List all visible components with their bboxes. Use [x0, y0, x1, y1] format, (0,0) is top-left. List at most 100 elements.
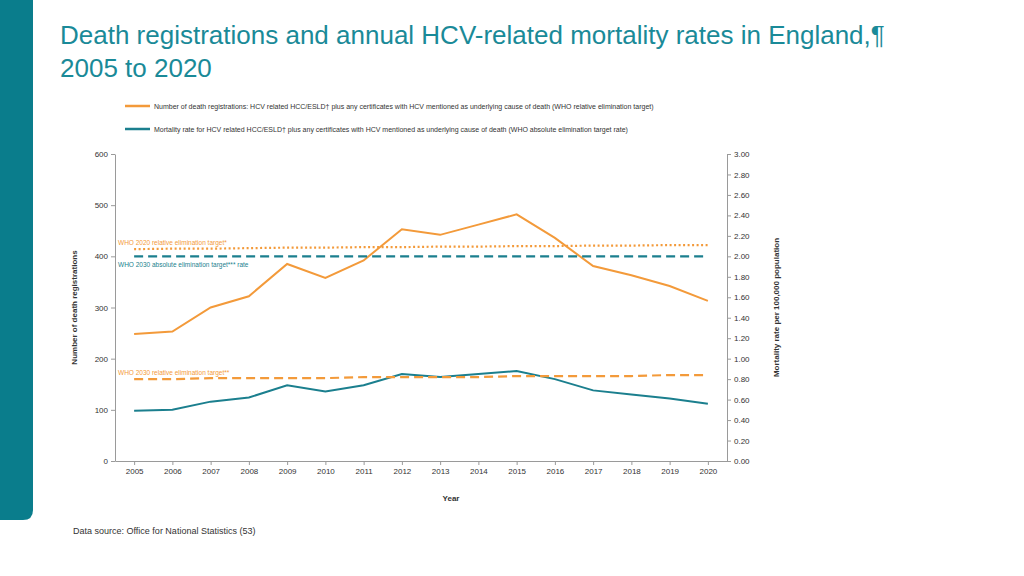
tick-label: 2.00 — [734, 252, 750, 261]
tick-mark — [727, 461, 731, 462]
tick: 0.40 — [727, 416, 750, 425]
tick-label: 2009 — [279, 467, 297, 476]
tick-mark — [593, 461, 594, 465]
target-label: WHO 2030 absolute elimination target*** … — [118, 261, 249, 269]
tick-label: 0.80 — [734, 375, 750, 384]
tick: 100 — [95, 406, 115, 415]
tick: 0.80 — [727, 375, 750, 384]
tick-mark — [727, 400, 731, 401]
tick-label: 2020 — [699, 467, 717, 476]
tick-mark — [249, 461, 250, 465]
tick-label: 3.00 — [734, 150, 750, 159]
tick-label: 300 — [95, 304, 109, 313]
axis-line — [727, 155, 728, 462]
legend-label: Number of death registrations: HCV relat… — [154, 103, 654, 111]
tick-label: 2011 — [356, 467, 374, 476]
tick: 2.40 — [727, 211, 750, 220]
tick-mark — [670, 461, 671, 465]
tick-label: 1.80 — [734, 273, 750, 282]
y2-axis-title: Mortality rate per 100,000 population — [772, 238, 781, 377]
tick: 2.80 — [727, 171, 750, 180]
tick-label: 2012 — [393, 467, 411, 476]
tick-mark — [555, 461, 556, 465]
tick: 2020 — [699, 461, 717, 476]
tick-label: 2017 — [585, 467, 603, 476]
tick-mark — [727, 359, 731, 360]
tick-label: 500 — [95, 201, 109, 210]
tick-label: 2005 — [126, 467, 144, 476]
tick: 2008 — [240, 461, 258, 476]
tick-mark — [478, 461, 479, 465]
tick: 2.00 — [727, 252, 750, 261]
tick-mark — [727, 215, 731, 216]
tick: 200 — [95, 355, 115, 364]
tick: 2009 — [279, 461, 297, 476]
tick: 1.40 — [727, 314, 750, 323]
tick-mark — [111, 205, 115, 206]
x-axis-title: Year — [443, 494, 460, 503]
series-line — [134, 214, 708, 334]
y-axis: 0 100 200 300 400 500 600 — [95, 150, 116, 466]
tick-label: 1.40 — [734, 314, 750, 323]
y-axis-title: Number of death registrations — [70, 250, 79, 365]
tick: 3.00 — [727, 150, 750, 159]
tick-label: 2016 — [546, 467, 564, 476]
tick-mark — [172, 461, 173, 465]
tick: 400 — [95, 252, 115, 261]
tick-mark — [111, 308, 115, 309]
tick: 2.20 — [727, 232, 750, 241]
tick: 0.20 — [727, 437, 750, 446]
tick-mark — [631, 461, 632, 465]
title-line: 2005 to 2020 — [60, 53, 212, 83]
tick-label: 600 — [95, 150, 109, 159]
tick-mark — [111, 410, 115, 411]
tick-mark — [727, 318, 731, 319]
title: Death registrations and annual HCV-relat… — [60, 20, 885, 83]
tick: 2019 — [661, 461, 679, 476]
tick: 2005 — [126, 461, 144, 476]
tick-mark — [111, 359, 115, 360]
tick: 2007 — [202, 461, 220, 476]
tick: 2015 — [508, 461, 526, 476]
tick: 2006 — [164, 461, 182, 476]
tick-label: 2015 — [508, 467, 526, 476]
tick-label: 200 — [95, 355, 109, 364]
tick-label: 0.40 — [734, 416, 750, 425]
tick-mark — [727, 277, 731, 278]
tick-label: 1.20 — [734, 334, 750, 343]
tick-mark — [727, 174, 731, 175]
legend-swatch — [125, 105, 150, 108]
tick-mark — [325, 461, 326, 465]
legend-entry: Mortality rate for HCV related HCC/ESLD†… — [125, 126, 628, 134]
tick-label: 2013 — [432, 467, 450, 476]
tick-label: 0.20 — [734, 437, 750, 446]
tick-mark — [727, 441, 731, 442]
tick-mark — [111, 256, 115, 257]
tick-mark — [727, 195, 731, 196]
tick-label: 2014 — [470, 467, 488, 476]
tick-label: 2010 — [317, 467, 335, 476]
tick: 1.80 — [727, 273, 750, 282]
tick: 600 — [95, 150, 115, 159]
legend-entry: Number of death registrations: HCV relat… — [125, 103, 654, 111]
tick-mark — [517, 461, 518, 465]
tick: 1.60 — [727, 293, 750, 302]
tick-label: 2018 — [623, 467, 641, 476]
tick-label: 0.60 — [734, 396, 750, 405]
axis-line — [116, 461, 728, 462]
legend-swatch — [125, 128, 150, 131]
x-axis: 2005 2006 2007 2008 2009 2010 2011 2012 2013 2014… — [116, 461, 728, 476]
tick-mark — [287, 461, 288, 465]
tick-mark — [111, 461, 115, 462]
tick: 0 — [104, 457, 115, 466]
tick-label: 100 — [95, 406, 109, 415]
tick-label: 2007 — [202, 467, 220, 476]
tick: 300 — [95, 304, 115, 313]
legend-label: Mortality rate for HCV related HCC/ESLD†… — [154, 126, 628, 134]
tick: 1.00 — [727, 355, 750, 364]
tick-label: 2008 — [240, 467, 258, 476]
tick-label: 2.80 — [734, 171, 750, 180]
tick-mark — [402, 461, 403, 465]
tick-label: 2006 — [164, 467, 182, 476]
tick-mark — [727, 338, 731, 339]
